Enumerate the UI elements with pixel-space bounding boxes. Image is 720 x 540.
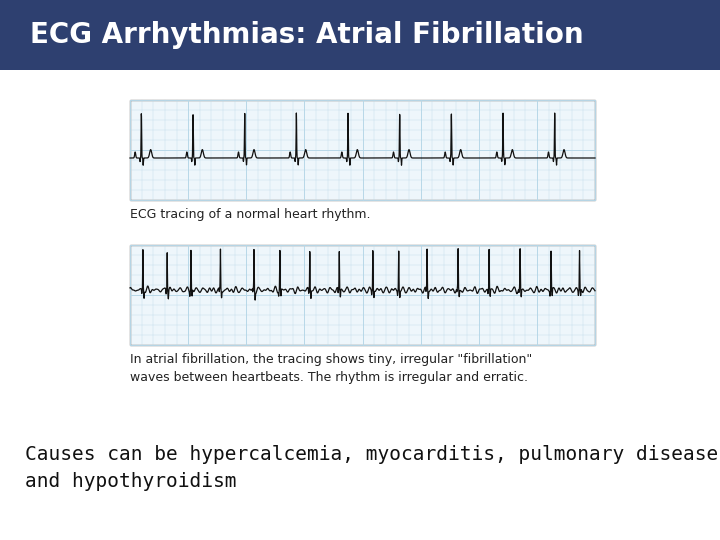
Bar: [130, 245, 595, 345]
Text: ECG Arrhythmias: Atrial Fibrillation: ECG Arrhythmias: Atrial Fibrillation: [30, 21, 584, 49]
Text: Causes can be hypercalcemia, myocarditis, pulmonary disease,
and hypothyroidism: Causes can be hypercalcemia, myocarditis…: [25, 445, 720, 491]
Bar: [130, 100, 595, 200]
Text: ECG tracing of a normal heart rhythm.: ECG tracing of a normal heart rhythm.: [130, 208, 371, 221]
Bar: [0, 0, 720, 70]
Text: In atrial fibrillation, the tracing shows tiny, irregular "fibrillation"
waves b: In atrial fibrillation, the tracing show…: [130, 353, 532, 384]
